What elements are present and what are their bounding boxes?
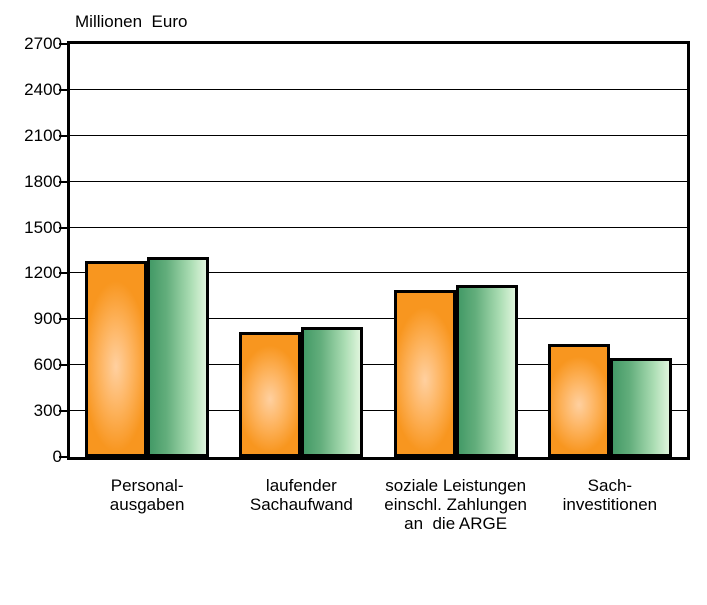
y-axis-tick-label: 1500 bbox=[24, 217, 62, 237]
gridline bbox=[70, 410, 687, 412]
y-axis-tick-label: 1800 bbox=[24, 171, 62, 191]
y-axis-tick bbox=[59, 134, 67, 137]
bar-orange-bars-2 bbox=[393, 290, 456, 457]
plot-area bbox=[67, 41, 690, 460]
gridline bbox=[70, 272, 687, 274]
y-axis-tick-label: 0 bbox=[52, 447, 62, 466]
y-axis-tick bbox=[59, 272, 67, 275]
y-axis-tick-label: 600 bbox=[33, 355, 62, 375]
y-axis-tick bbox=[59, 318, 67, 321]
y-axis-tick-label: 2400 bbox=[24, 79, 62, 99]
bar-green-bars-1 bbox=[301, 327, 364, 457]
y-axis-tick-label: 900 bbox=[33, 309, 62, 329]
y-axis-tick bbox=[59, 410, 67, 413]
y-axis-tick bbox=[59, 88, 67, 91]
gridline bbox=[70, 364, 687, 366]
bar-green-bars-2 bbox=[455, 285, 518, 457]
bar-orange-bars-0 bbox=[85, 261, 148, 457]
gridline bbox=[70, 226, 687, 228]
bar-green-bars-3 bbox=[609, 358, 672, 457]
gridline bbox=[70, 180, 687, 182]
y-axis-tick bbox=[59, 43, 67, 45]
gridline bbox=[70, 134, 687, 136]
y-axis-tick-label: 1200 bbox=[24, 263, 62, 283]
y-axis-tick-label: 300 bbox=[33, 401, 62, 421]
x-axis-category-label: soziale Leistungen einschl. Zahlungen an… bbox=[384, 476, 527, 533]
y-axis-tick-label: 2100 bbox=[24, 125, 62, 145]
y-axis-tick bbox=[59, 226, 67, 229]
bar-orange-bars-3 bbox=[547, 344, 610, 457]
x-axis-category-label: Sach- investitionen bbox=[562, 476, 658, 514]
bar-green-bars-0 bbox=[147, 257, 210, 457]
y-axis-tick bbox=[59, 456, 67, 458]
y-axis-tick bbox=[59, 180, 67, 183]
bar-orange-bars-1 bbox=[239, 332, 302, 457]
gridline bbox=[70, 88, 687, 90]
y-axis-tick-label: 2700 bbox=[24, 34, 62, 53]
gridline bbox=[70, 318, 687, 320]
chart-title: Millionen Euro bbox=[75, 12, 188, 31]
x-axis-category-label: Personal- ausgaben bbox=[109, 476, 185, 514]
y-axis-tick bbox=[59, 364, 67, 367]
x-axis-category-label: laufender Sachaufwand bbox=[249, 476, 353, 514]
